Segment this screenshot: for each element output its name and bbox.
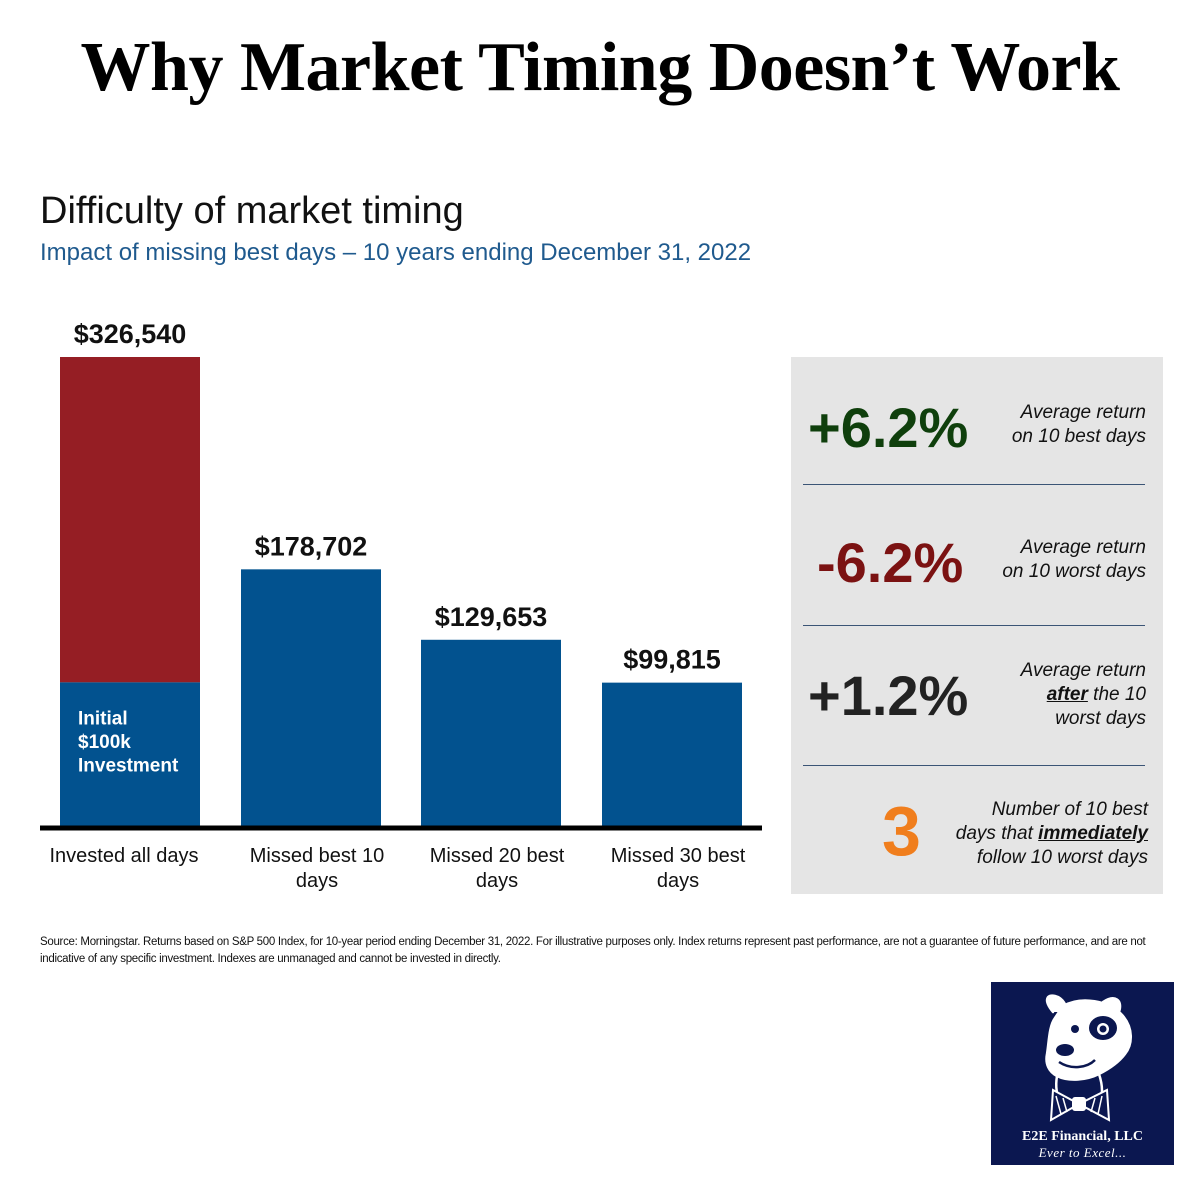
logo-company-name: E2E Financial, LLC [1022,1129,1143,1144]
stat-value: +1.2% [808,664,969,727]
category-label: Invested all days [50,845,199,867]
category-label: days [657,870,699,892]
category-label: Missed 20 best [430,845,565,867]
category-label: Missed 30 best [611,845,746,867]
page-title: Why Market Timing Doesn’t Work [80,29,1120,106]
bar-growth-segment [60,357,200,683]
stat-value: 3 [882,792,921,870]
chart-subtitle: Impact of missing best days – 10 years e… [40,239,752,266]
dog-mascot-icon [1045,994,1132,1122]
bar-value-label: $129,653 [435,602,548,632]
category-label: days [296,870,338,892]
stat-description: Average return on 10 worst days [1002,537,1146,582]
stats-panel: +6.2% Average return on 10 best days -6.2… [791,357,1163,894]
emphasis-text: after [1046,684,1088,705]
stat-value: -6.2% [817,531,964,594]
initial-investment-label: Initial [78,708,128,729]
bar-value-label: $178,702 [255,531,368,561]
bar-value-label: $99,815 [623,645,721,675]
source-note: Source: Morningstar. Returns based on S&… [40,936,1146,965]
category-label: Missed best 10 [250,845,385,867]
company-logo: E2E Financial, LLC Ever to Excel... [991,982,1174,1165]
emphasis-text: immediately [1038,823,1148,844]
stat-description: Number of 10 best days that immediately fo… [955,799,1148,868]
divider [803,765,1145,766]
chart-title: Difficulty of market timing [40,190,464,232]
stat-description: Average return on 10 best days [1011,402,1146,447]
bar-initial-segment [60,682,200,826]
category-label: days [476,870,518,892]
initial-investment-label: $100k [78,732,131,753]
bar [241,569,381,826]
bar [602,682,742,826]
stat-value: +6.2% [808,396,969,459]
divider [803,625,1145,626]
initial-investment-label: Investment [78,755,179,776]
divider [803,484,1145,485]
stat-description: Average return after the 10 worst days [1020,660,1146,729]
bar [421,639,561,826]
logo-tagline: Ever to Excel... [1038,1145,1127,1160]
bar-value-label: $326,540 [74,319,187,349]
